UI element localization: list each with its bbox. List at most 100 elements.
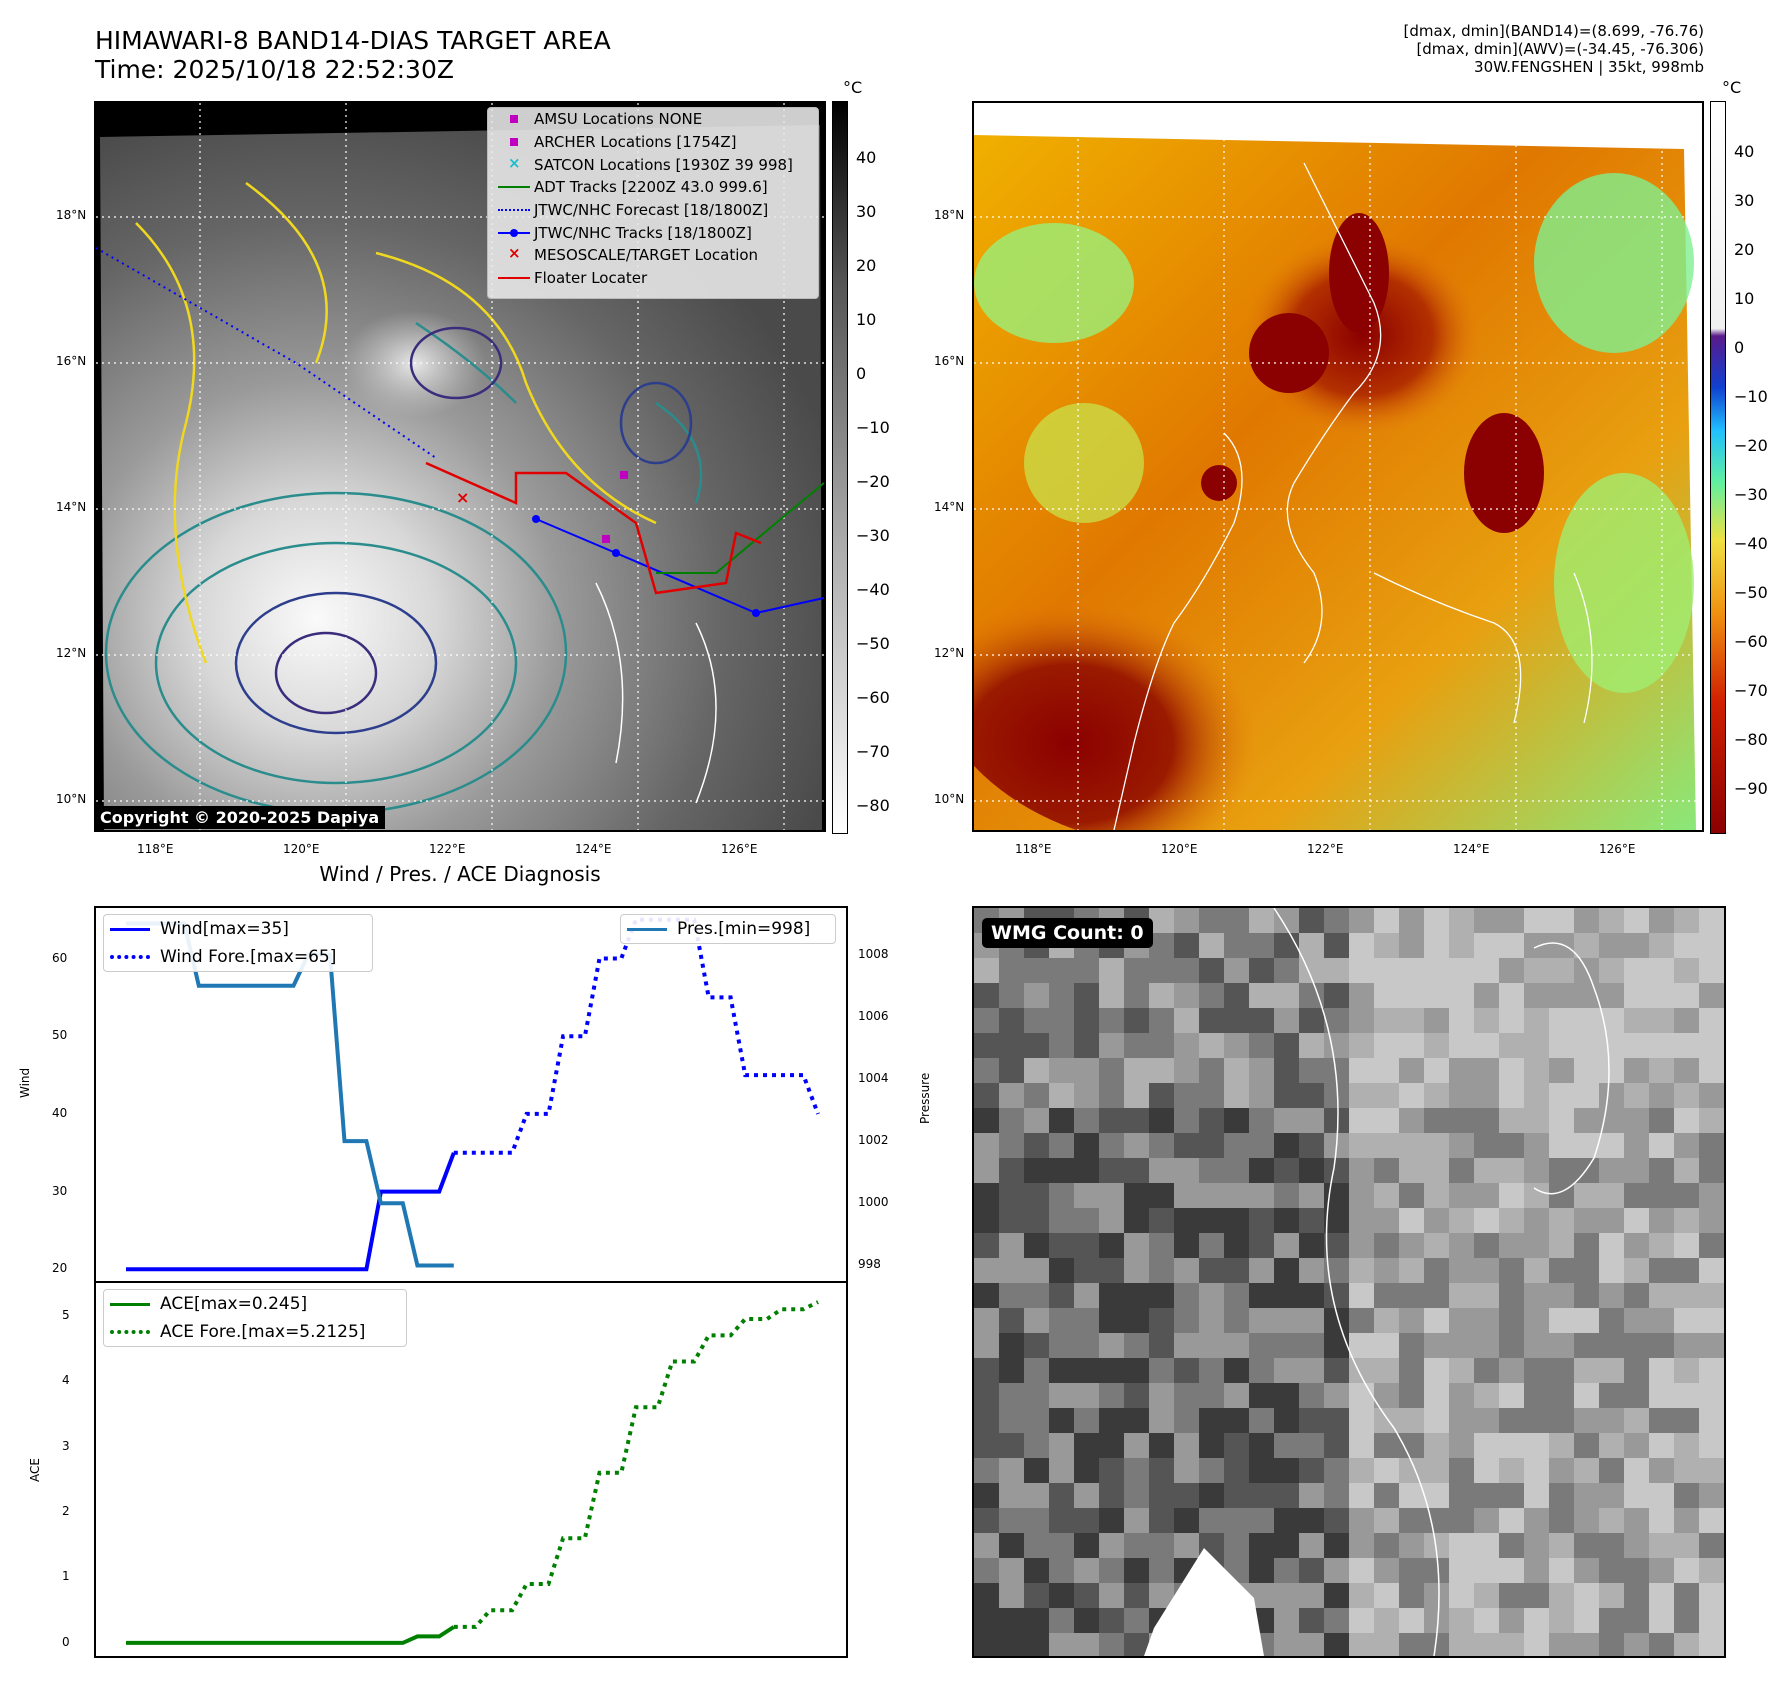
wmg-pixel [1674,908,1699,933]
lon-label: 124°E [1453,842,1490,856]
info-storm: 30W.FENGSHEN | 35kt, 998mb [1474,58,1704,76]
colorbar-tick: 40 [856,148,877,167]
wmg-pixel [1524,1483,1549,1508]
wind-ytick: 30 [52,1184,68,1198]
wmg-pixel [1449,1158,1474,1183]
wmg-pixel [1449,1483,1474,1508]
wmg-pixel [1474,1358,1499,1383]
wmg-pixel [1074,1183,1099,1208]
wmg-pixel [1224,1233,1249,1258]
wmg-pixel [1499,1433,1524,1458]
wmg-pixel [1349,1183,1374,1208]
wmg-pixel [1574,1458,1599,1483]
wmg-pixel [1549,1508,1574,1533]
wmg-pixel [1599,958,1624,983]
wmg-pixel [999,1383,1024,1408]
wmg-pixel [999,1108,1024,1133]
wmg-pixel [999,1333,1024,1358]
wmg-pixel [1324,1458,1349,1483]
wind-ylabel: Wind [18,1067,32,1098]
wmg-pixel [974,1433,999,1458]
wmg-pixel [1399,1008,1424,1033]
wmg-pixel [1174,1108,1199,1133]
wmg-pixel [1499,1208,1524,1233]
wmg-pixel [1324,1333,1349,1358]
wmg-pixel [1524,1308,1549,1333]
solid-line-icon [110,927,150,931]
lon-label: 118°E [1015,842,1052,856]
wmg-pixel [1099,1433,1124,1458]
wmg-pixel [1699,1608,1724,1633]
wmg-pixel [1024,1458,1049,1483]
wmg-pixel [1099,1558,1124,1583]
wmg-pixel [1299,1208,1324,1233]
wmg-pixel [999,1608,1024,1633]
wmg-pixel [1499,1183,1524,1208]
wmg-pixel [1224,1283,1249,1308]
wmg-pixel [1599,1183,1624,1208]
colorbar-tick: −80 [856,796,890,815]
legend-item-tracks: JTWC/NHC Tracks [18/1800Z] [488,221,818,244]
wmg-pixel [1624,1458,1649,1483]
wmg-pixel [1499,908,1524,933]
wmg-pixel [1049,1008,1074,1033]
wmg-pixel [1524,1433,1549,1458]
wmg-pixel [1699,1183,1724,1208]
wmg-pixel [1649,1008,1674,1033]
wmg-pixel [1649,1333,1674,1358]
wmg-pixel [1574,1058,1599,1083]
wmg-pixel [1124,1408,1149,1433]
wmg-pixel [1124,1308,1149,1333]
wmg-pixel [1099,1408,1124,1433]
wmg-pixel [1674,1608,1699,1633]
ace-ylabel: ACE [28,1458,42,1482]
wmg-pixel [1174,1133,1199,1158]
info-block: [dmax, dmin](BAND14)=(8.699, -76.76) [dm… [1404,22,1704,76]
wmg-pixel [1149,1333,1174,1358]
wmg-pixel [1274,1008,1299,1033]
coastline [1533,942,1610,1195]
wmg-pixel [1524,1458,1549,1483]
wmg-pixel [1349,1083,1374,1108]
wmg-pixel [1174,1283,1199,1308]
colorbar-tick: 20 [856,256,877,275]
wmg-pixel [974,1008,999,1033]
legend-item-ace-forecast: ACE Fore.[max=5.2125] [104,1318,406,1346]
wmg-pixel [1174,1383,1199,1408]
lat-label: 10°N [56,792,87,806]
wmg-pixel [1599,1358,1624,1383]
wmg-pixel [1224,1458,1249,1483]
wmg-pixel [1049,1533,1074,1558]
wmg-pixel [1674,1083,1699,1108]
pressure-ytick: 1008 [858,947,889,961]
wmg-pixel [1299,1158,1324,1183]
wmg-pixel [1199,1058,1224,1083]
wmg-pixel [1574,1033,1599,1058]
wmg-pixel [1649,1483,1674,1508]
wmg-pixel [1524,1233,1549,1258]
wmg-pixel [1224,1433,1249,1458]
colorbar-tick: −50 [856,634,890,653]
wmg-pixel [974,1633,999,1656]
solid-line-icon [494,178,534,196]
wmg-pixel [1149,1483,1174,1508]
lon-label: 124°E [575,842,612,856]
wmg-pixel [1299,1258,1324,1283]
wmg-pixel [1449,1233,1474,1258]
wmg-pixel [1324,1633,1349,1656]
wmg-pixel [999,1083,1024,1108]
wmg-pixel [1049,1433,1074,1458]
wmg-pixel [1049,1633,1074,1656]
wmg-pixel [1149,933,1174,958]
wmg-pixel [1599,1233,1624,1258]
wmg-pixel [1399,1183,1424,1208]
wmg-pixel [1299,1383,1324,1408]
x-marker-icon: × [508,244,521,263]
wmg-pixel [974,1408,999,1433]
wmg-pixel [1424,1183,1449,1208]
wmg-pixel [1549,1008,1574,1033]
wmg-pixel [1349,1233,1374,1258]
wmg-pixel [1374,1458,1399,1483]
wmg-pixel [1424,1433,1449,1458]
wmg-pixel [1074,1008,1099,1033]
